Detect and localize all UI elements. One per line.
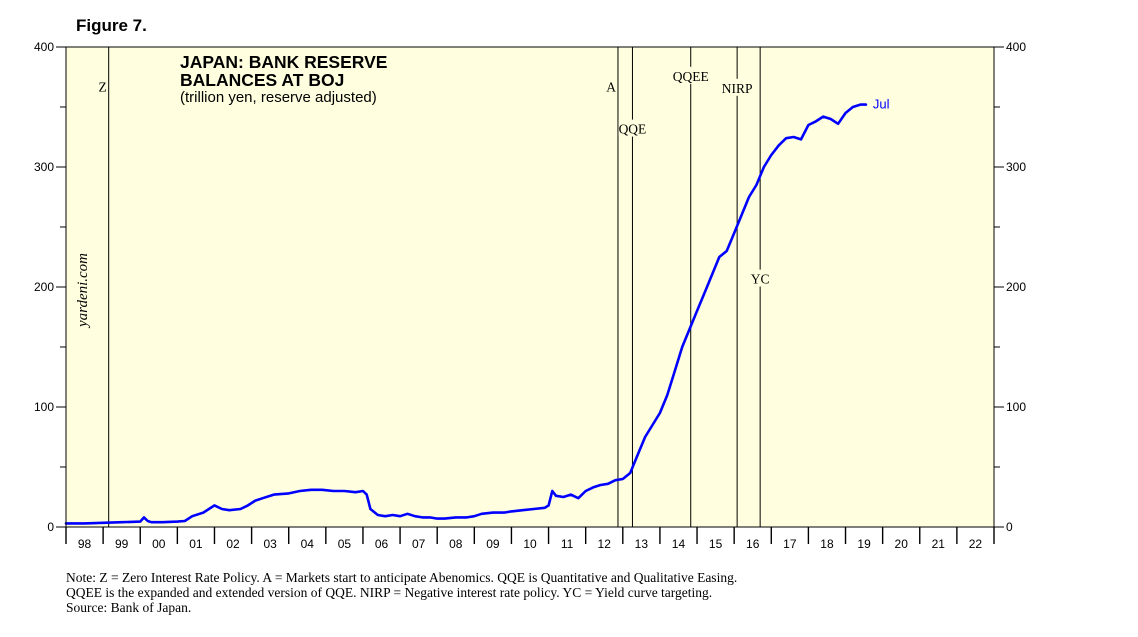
event-label-qqee: QQEE: [673, 69, 709, 84]
y-tick-label-right: 300: [1006, 160, 1026, 174]
x-tick-label: 17: [783, 537, 797, 551]
event-label-yc: YC: [751, 272, 770, 287]
y-tick-label-right: 100: [1006, 400, 1026, 414]
x-tick-label: 00: [152, 537, 166, 551]
x-tick-label: 08: [449, 537, 463, 551]
y-tick-label-left: 0: [47, 520, 54, 534]
x-tick-label: 02: [226, 537, 240, 551]
x-tick-label: 20: [895, 537, 909, 551]
watermark-yardeni: yardeni.com: [75, 253, 91, 329]
x-tick-label: 15: [709, 537, 723, 551]
y-tick-label-left: 400: [34, 40, 54, 54]
note-line-2: QQEE is the expanded and extended versio…: [66, 585, 713, 600]
y-tick-label-right: 400: [1006, 40, 1026, 54]
y-tick-marks: 0 0 100 100 200 200 300 300 400 400: [34, 40, 1026, 534]
x-tick-label: 22: [969, 537, 983, 551]
x-tick-label: 13: [635, 537, 649, 551]
x-tick-label: 06: [375, 537, 389, 551]
policy-event-lines: Z A QQE QQEE NIRP YC: [98, 47, 771, 527]
x-tick-label: 09: [486, 537, 500, 551]
x-tick-label: 14: [672, 537, 686, 551]
x-tick-label: 99: [115, 537, 129, 551]
event-label-bg: [719, 78, 756, 96]
footnotes: Note: Z = Zero Interest Rate Policy. A =…: [66, 570, 737, 615]
event-label-z: Z: [98, 80, 106, 95]
x-tick-label: 01: [189, 537, 203, 551]
event-label-bg: [618, 119, 647, 137]
chart-title: JAPAN: BANK RESERVE: [180, 52, 387, 72]
event-label-nirp: NIRP: [722, 81, 753, 96]
note-line-1: Note: Z = Zero Interest Rate Policy. A =…: [66, 570, 738, 585]
x-axis-ticks: 98 99 00 01 02 03 04 05 06 07 08 09 10 11 12 13 14 15 16 17…: [65, 527, 995, 551]
x-tick-label: 07: [412, 537, 426, 551]
chart-subtitle: (trillion yen, reserve adjusted): [180, 89, 377, 106]
y-tick-label-right: 0: [1006, 520, 1013, 534]
y-tick-label-right: 200: [1006, 280, 1026, 294]
plot-area: [66, 47, 994, 527]
y-tick-label-left: 300: [34, 160, 54, 174]
event-label-qqe: QQE: [619, 122, 647, 137]
x-tick-label: 10: [523, 537, 537, 551]
x-tick-label: 03: [263, 537, 277, 551]
x-tick-label: 16: [746, 537, 760, 551]
chart-title-line2: BALANCES AT BOJ: [180, 70, 344, 90]
event-label-bg: [672, 66, 709, 84]
event-label-a: A: [606, 80, 616, 95]
source-line: Source: Bank of Japan.: [66, 600, 192, 615]
x-tick-label: 18: [820, 537, 834, 551]
x-tick-label: 12: [598, 537, 612, 551]
figure-label: Figure 7.: [76, 16, 147, 35]
x-tick-label: 21: [932, 537, 946, 551]
x-tick-label: 11: [561, 537, 574, 551]
y-tick-label-left: 200: [34, 280, 54, 294]
plot-frame: [65, 46, 995, 528]
y-tick-label-left: 100: [34, 400, 54, 414]
x-tick-label: 04: [301, 537, 315, 551]
x-tick-label: 05: [338, 537, 352, 551]
end-label-jul: Jul: [873, 97, 890, 112]
event-label-bg: [750, 269, 771, 287]
series-line-bank-reserves: [64, 103, 868, 525]
x-tick-label: 19: [857, 537, 871, 551]
x-tick-label: 98: [78, 537, 92, 551]
